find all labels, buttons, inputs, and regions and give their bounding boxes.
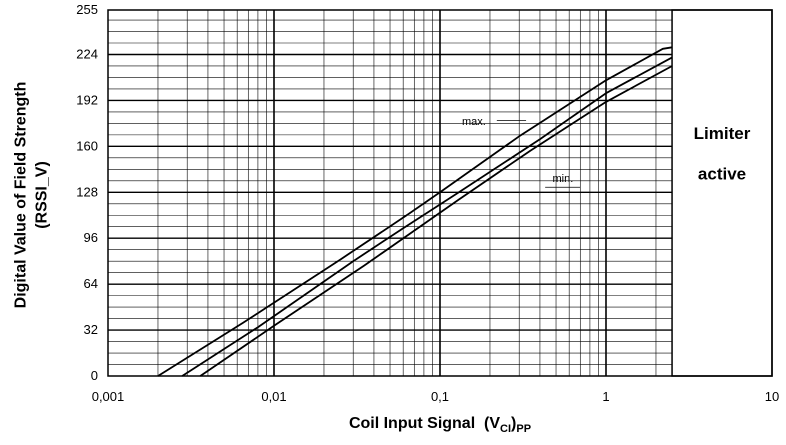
- annotation-min: min.: [553, 173, 574, 185]
- limiter-label-line1: Limiter: [694, 124, 751, 143]
- series-layer: [157, 46, 673, 377]
- y-tick-label: 160: [76, 138, 98, 153]
- y-tick-label: 255: [76, 2, 98, 17]
- y-axis-label: Digital Value of Field Strength (RSSI_V): [2, 10, 60, 380]
- y-tick-labels: 0 32 64 96 128 160 192 224 255: [76, 2, 98, 383]
- x-tick-label: 0,1: [431, 389, 449, 404]
- y-axis-label-line1: Digital Value of Field Strength: [12, 81, 29, 309]
- x-tick-label: 0,01: [261, 389, 286, 404]
- y-tick-label: 0: [91, 368, 98, 383]
- x-tick-label: 1: [602, 389, 609, 404]
- series-line-1: [157, 46, 673, 377]
- y-tick-label: 224: [76, 46, 98, 61]
- x-axis-label: Coil Input Signal (VCI)PP: [108, 415, 772, 435]
- limiter-label-line2: active: [698, 164, 746, 183]
- y-axis-label-line2: (RSSI_V): [33, 161, 50, 229]
- limiter-region: [671, 9, 773, 377]
- series-line-3: [199, 65, 673, 377]
- x-axis-label-sub-pp: PP: [516, 423, 532, 436]
- grid-major: [108, 10, 772, 376]
- annotations: max. min.: [462, 116, 581, 188]
- plot-border: [107, 9, 773, 377]
- y-tick-label: 64: [84, 276, 98, 291]
- series-line-2: [181, 56, 673, 377]
- x-axis-label-var: (V: [484, 415, 501, 432]
- annotation-max: max.: [462, 116, 486, 128]
- x-tick-labels: 0,001 0,01 0,1 1 10: [92, 389, 780, 404]
- x-axis-label-main: Coil Input Signal: [348, 415, 476, 432]
- x-axis-label-sub-var: CI: [500, 423, 512, 436]
- y-tick-label: 192: [76, 92, 98, 107]
- x-tick-label: 0,001: [92, 389, 125, 404]
- y-tick-label: 128: [76, 184, 98, 199]
- y-tick-label: 32: [84, 322, 98, 337]
- y-tick-label: 96: [84, 230, 98, 245]
- x-axis-label-close: ): [511, 415, 517, 432]
- x-tick-label: 10: [765, 389, 779, 404]
